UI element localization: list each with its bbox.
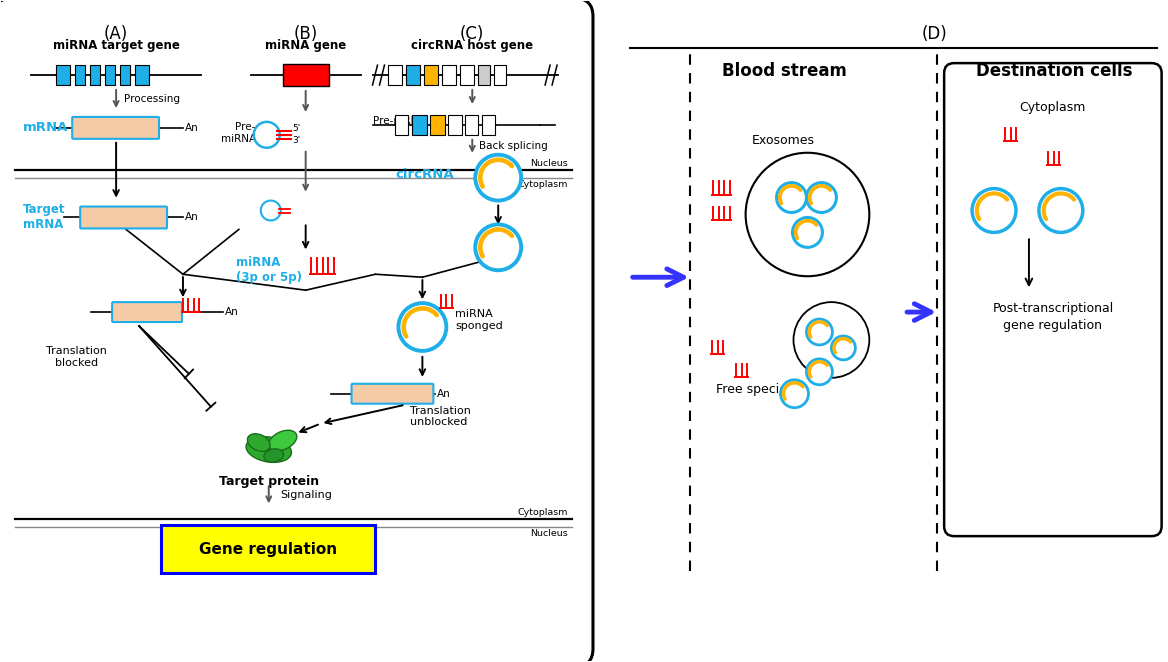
- Text: mRNA: mRNA: [23, 121, 69, 134]
- Bar: [460, 65, 474, 85]
- Bar: [389, 65, 403, 85]
- Text: circRNA: circRNA: [396, 168, 454, 181]
- Text: Translation
unblocked: Translation unblocked: [410, 406, 472, 427]
- Text: (A): (A): [104, 25, 128, 43]
- Text: Target protein: Target protein: [218, 475, 319, 488]
- Text: Post-transcriptional
gene regulation: Post-transcriptional gene regulation: [993, 302, 1113, 332]
- FancyBboxPatch shape: [0, 0, 593, 662]
- Circle shape: [780, 380, 808, 408]
- Bar: [494, 65, 506, 85]
- Bar: [482, 115, 495, 135]
- Bar: [412, 115, 427, 135]
- Ellipse shape: [264, 449, 284, 462]
- Text: Cytoplasm: Cytoplasm: [1020, 101, 1086, 115]
- Text: 3': 3': [293, 136, 301, 145]
- Text: Translation
blocked: Translation blocked: [46, 346, 106, 367]
- Ellipse shape: [248, 434, 270, 451]
- Text: miRNA
(3p or 5p): miRNA (3p or 5p): [236, 256, 301, 284]
- Bar: [56, 65, 70, 85]
- Text: Signaling: Signaling: [280, 491, 333, 500]
- Bar: [443, 65, 457, 85]
- Ellipse shape: [246, 437, 292, 462]
- Text: Gene regulation: Gene regulation: [200, 542, 338, 557]
- Circle shape: [777, 183, 806, 213]
- Text: miRNA
sponged: miRNA sponged: [456, 309, 503, 331]
- Bar: [396, 115, 409, 135]
- Bar: [120, 65, 130, 85]
- Text: (D): (D): [922, 25, 947, 43]
- Bar: [90, 65, 100, 85]
- Circle shape: [972, 189, 1016, 232]
- Text: Exosomes: Exosomes: [751, 134, 814, 148]
- Circle shape: [806, 319, 833, 345]
- Text: miRNA gene: miRNA gene: [265, 38, 346, 52]
- Circle shape: [398, 303, 446, 351]
- Text: circRNA host gene: circRNA host gene: [411, 38, 534, 52]
- Bar: [75, 65, 85, 85]
- Bar: [430, 115, 445, 135]
- Circle shape: [806, 183, 836, 213]
- Text: Back splicing: Back splicing: [479, 141, 548, 151]
- Text: miRNA target gene: miRNA target gene: [53, 38, 180, 52]
- Circle shape: [806, 359, 833, 385]
- Circle shape: [475, 155, 521, 201]
- Circle shape: [260, 201, 280, 220]
- Text: Pre-mRNA: Pre-mRNA: [373, 116, 425, 126]
- Text: An: An: [437, 389, 451, 399]
- Text: An: An: [225, 307, 238, 317]
- Circle shape: [1038, 189, 1083, 232]
- Text: (B): (B): [293, 25, 318, 43]
- FancyBboxPatch shape: [72, 117, 159, 139]
- FancyBboxPatch shape: [81, 207, 167, 228]
- Bar: [478, 65, 491, 85]
- Bar: [449, 115, 463, 135]
- Bar: [406, 65, 420, 85]
- Text: Nucleus: Nucleus: [530, 529, 568, 538]
- Text: Nucleus: Nucleus: [530, 159, 568, 167]
- Circle shape: [253, 122, 279, 148]
- FancyBboxPatch shape: [352, 384, 433, 404]
- Text: Target
mRNA: Target mRNA: [23, 203, 65, 232]
- Text: Cytoplasm: Cytoplasm: [517, 508, 568, 517]
- Text: Pre-
miRNA: Pre- miRNA: [221, 122, 256, 144]
- Text: Destination cells: Destination cells: [975, 62, 1132, 80]
- FancyBboxPatch shape: [161, 525, 375, 573]
- Ellipse shape: [269, 430, 297, 451]
- Text: 5': 5': [293, 124, 301, 133]
- Text: Cytoplasm: Cytoplasm: [517, 179, 568, 189]
- Circle shape: [793, 302, 869, 378]
- Bar: [283, 64, 328, 86]
- FancyBboxPatch shape: [944, 63, 1162, 536]
- Text: An: An: [185, 213, 199, 222]
- FancyBboxPatch shape: [112, 302, 182, 322]
- Text: Blood stream: Blood stream: [722, 62, 847, 80]
- Circle shape: [832, 336, 855, 360]
- Text: (C): (C): [460, 25, 485, 43]
- Circle shape: [475, 224, 521, 270]
- Circle shape: [793, 218, 822, 248]
- Bar: [465, 115, 478, 135]
- Bar: [424, 65, 438, 85]
- Text: Processing: Processing: [124, 94, 180, 104]
- Text: Free species: Free species: [716, 383, 793, 397]
- Circle shape: [745, 153, 869, 276]
- Bar: [135, 65, 150, 85]
- Text: An: An: [185, 123, 199, 133]
- Bar: [105, 65, 116, 85]
